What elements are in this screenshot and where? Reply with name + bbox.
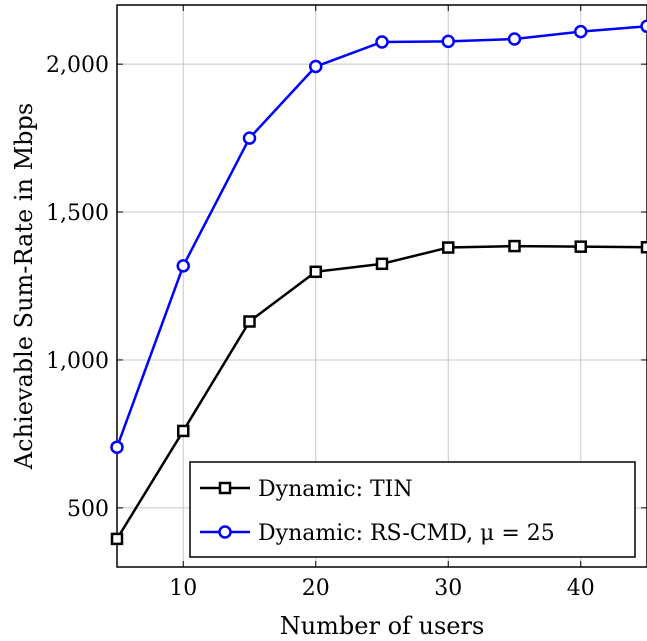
legend-label: Dynamic: RS-CMD, μ = 25 xyxy=(258,521,555,546)
data-point xyxy=(442,241,455,254)
data-point xyxy=(375,257,389,271)
data-point xyxy=(176,259,190,273)
data-point xyxy=(110,440,124,454)
data-point xyxy=(243,315,256,328)
data-point xyxy=(507,32,522,46)
data-point xyxy=(110,532,124,546)
x-axis-label: Number of users xyxy=(280,612,485,640)
data-point xyxy=(242,131,257,145)
legend-marker xyxy=(218,481,232,495)
x-tick-label: 30 xyxy=(434,576,462,601)
x-tick-label: 40 xyxy=(567,576,595,601)
series-2 xyxy=(110,19,647,454)
x-tick-label: 20 xyxy=(302,576,330,601)
y-tick-label: 1,500 xyxy=(46,201,109,226)
y-tick-label: 1,000 xyxy=(46,349,109,374)
series-1 xyxy=(110,239,647,546)
y-axis-label: Achievable Sum-Rate in Mbps xyxy=(10,103,38,470)
data-point xyxy=(177,424,190,438)
data-point xyxy=(375,35,389,49)
data-point xyxy=(640,19,647,34)
data-point xyxy=(574,24,588,39)
y-tick-label: 2,000 xyxy=(46,53,109,78)
data-point xyxy=(640,241,647,254)
series-line xyxy=(115,25,647,448)
y-tick-label: 500 xyxy=(67,497,109,522)
series-group xyxy=(110,19,647,546)
data-point xyxy=(309,265,322,279)
x-tick-label: 10 xyxy=(169,576,197,601)
legend-box xyxy=(189,461,636,558)
legend-label: Dynamic: TIN xyxy=(258,477,413,502)
legend: Dynamic: TIN Dynamic: RS-CMD, μ = 25 xyxy=(189,461,636,558)
axis-ticks: 10 20 30 40 500 1,000 1,500 2,000 xyxy=(46,5,647,601)
data-point xyxy=(441,34,455,49)
data-point xyxy=(574,240,587,253)
data-point xyxy=(309,59,323,74)
data-point xyxy=(508,239,521,253)
legend-marker xyxy=(218,525,232,539)
plot-frame xyxy=(116,4,647,568)
